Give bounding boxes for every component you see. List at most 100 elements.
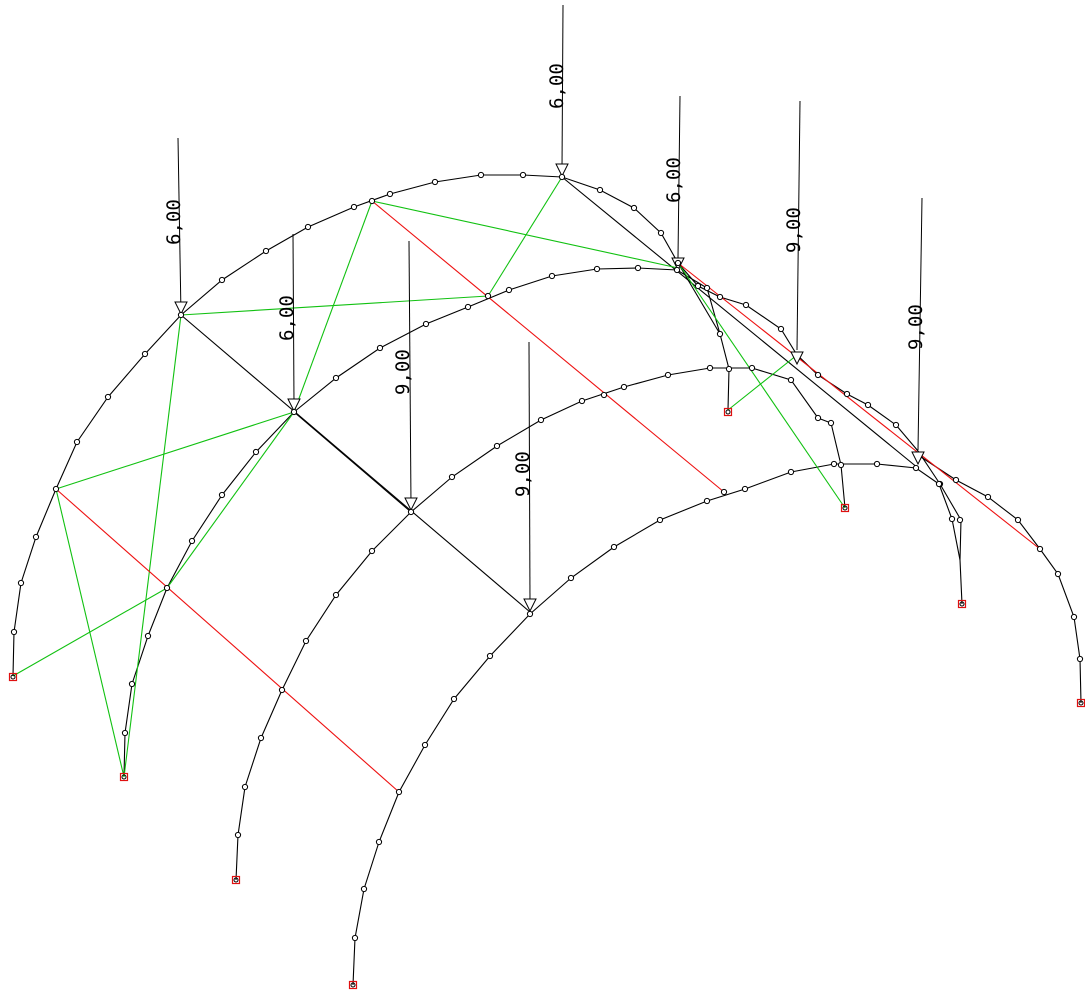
- node: [188, 537, 196, 545]
- node: [912, 464, 920, 472]
- nodes: [10, 171, 1084, 942]
- load-line: [917, 197, 923, 451]
- node: [350, 203, 358, 211]
- node: [375, 838, 383, 846]
- brace: [123, 314, 182, 778]
- node: [716, 330, 724, 338]
- node: [128, 680, 136, 688]
- node: [827, 419, 835, 427]
- arch-3: [235, 367, 846, 881]
- load-line: [528, 341, 531, 606]
- node: [578, 397, 586, 405]
- node: [52, 485, 60, 493]
- arch-1: [12, 174, 963, 677]
- node: [837, 461, 845, 469]
- bracing-members: [12, 176, 846, 778]
- node: [17, 579, 25, 587]
- brace: [293, 200, 373, 413]
- node: [892, 421, 900, 429]
- beam: [677, 262, 721, 335]
- node: [450, 695, 458, 703]
- node: [674, 259, 682, 267]
- node: [121, 729, 129, 737]
- load-arrow-icon: [911, 451, 925, 466]
- node: [448, 473, 456, 481]
- node: [984, 493, 992, 501]
- support-icon: [840, 503, 850, 513]
- load-line: [561, 4, 564, 171]
- load-label: 6,00: [546, 63, 568, 109]
- node: [526, 610, 534, 618]
- node: [630, 204, 638, 212]
- node: [73, 438, 81, 446]
- tie: [371, 200, 725, 493]
- node: [948, 515, 956, 523]
- node: [952, 476, 960, 484]
- beam: [561, 176, 919, 469]
- node: [1076, 655, 1084, 663]
- beam: [180, 314, 531, 613]
- node: [464, 303, 472, 311]
- node: [610, 543, 618, 551]
- node: [673, 266, 681, 274]
- arch-2: [123, 267, 730, 778]
- load-arrow-icon: [555, 163, 569, 178]
- node: [395, 788, 403, 796]
- node: [1036, 545, 1044, 553]
- node: [830, 460, 838, 468]
- node: [1070, 613, 1078, 621]
- node: [234, 831, 242, 839]
- node: [864, 401, 872, 409]
- node: [290, 408, 298, 416]
- supports: [8, 407, 1085, 990]
- node: [741, 485, 749, 493]
- node: [634, 264, 642, 272]
- tie-members: [55, 200, 1041, 793]
- load-label: 9,00: [783, 207, 805, 253]
- node: [386, 190, 394, 198]
- node: [814, 414, 822, 422]
- node: [332, 374, 340, 382]
- node: [620, 383, 628, 391]
- support-icon: [348, 980, 358, 990]
- node: [304, 223, 312, 231]
- load-label: 9,00: [392, 349, 414, 395]
- node: [694, 282, 702, 290]
- node: [252, 448, 260, 456]
- node: [596, 186, 604, 194]
- node: [600, 391, 608, 399]
- brace: [166, 411, 295, 589]
- node: [664, 371, 672, 379]
- node: [486, 652, 494, 660]
- node: [716, 293, 724, 301]
- node: [421, 741, 429, 749]
- node: [10, 628, 18, 636]
- tie: [677, 262, 1041, 550]
- node: [332, 591, 340, 599]
- node: [814, 371, 822, 379]
- node: [163, 584, 171, 592]
- node: [278, 686, 286, 694]
- node: [1054, 570, 1062, 578]
- beam: [293, 411, 412, 513]
- support-icon: [8, 672, 18, 682]
- node: [505, 286, 513, 294]
- node: [593, 265, 601, 273]
- node: [843, 390, 851, 398]
- arch-4: [352, 463, 961, 986]
- node: [431, 178, 439, 186]
- node: [177, 311, 185, 319]
- node: [493, 442, 501, 450]
- node: [241, 783, 249, 791]
- brace: [55, 411, 295, 490]
- support-icon: [723, 407, 733, 417]
- load-label: 6,00: [163, 199, 185, 245]
- load-arrow-icon: [790, 351, 804, 366]
- node: [748, 364, 756, 372]
- node: [218, 276, 226, 284]
- node: [787, 468, 795, 476]
- node: [32, 533, 40, 541]
- load-arrows: [174, 163, 925, 613]
- brace: [487, 176, 563, 297]
